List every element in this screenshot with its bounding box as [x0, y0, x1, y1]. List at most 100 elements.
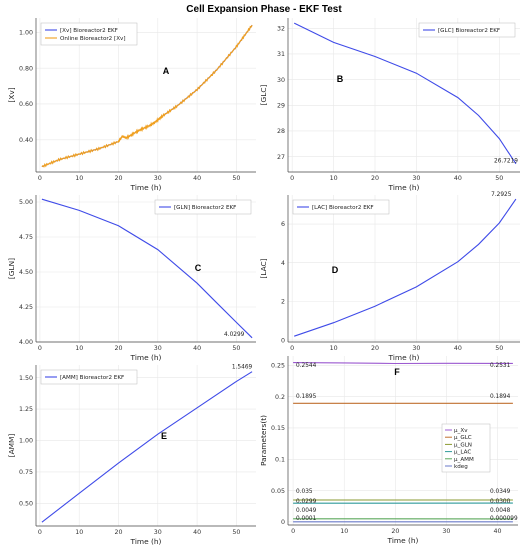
x-tick-label: 20 [114, 529, 122, 536]
x-tick-label: 0 [291, 528, 295, 535]
legend-entry: kdeg [454, 464, 468, 470]
panel-e: 0 10 20 30 40 50 0.50 0.75 1.00 1.25 1.50 Time (h) [… [7, 365, 256, 546]
x-tick-label: 50 [232, 345, 240, 352]
y-tick-label: 0 [281, 337, 285, 344]
y-tick-label: 0.15 [271, 425, 285, 432]
legend-entry: Online Bioreactor2 [Xv] [60, 36, 126, 42]
y-tick-label: 6 [281, 221, 285, 228]
y-tick-label: 0.80 [19, 65, 33, 72]
x-tick-label: 40 [494, 528, 502, 535]
x-tick-label: 30 [442, 528, 450, 535]
y-axis-label: [LAC] [259, 258, 268, 278]
y-tick-label: 4.00 [19, 339, 33, 346]
legend-entry: μ_GLC [454, 435, 472, 441]
y-tick-label: 4.25 [19, 304, 33, 311]
y-tick-label: 0 [281, 519, 285, 526]
x-tick-label: 20 [371, 175, 379, 182]
panel-label: C [195, 263, 202, 273]
legend-box [418, 22, 516, 38]
x-tick-label: 10 [340, 528, 348, 535]
x-tick-label: 50 [495, 345, 503, 352]
x-tick-label: 10 [75, 345, 83, 352]
x-axis-label: Time (h) [130, 183, 162, 192]
series-line [41, 198, 253, 339]
annotation-label: 0.2531 [490, 363, 511, 369]
y-tick-label: 0.25 [271, 363, 285, 370]
y-tick-label: 29 [277, 102, 285, 109]
x-tick-label: 20 [371, 345, 379, 352]
x-tick-label: 0 [290, 175, 294, 182]
y-axis-label: [Xv] [7, 87, 16, 102]
x-tick-label: 30 [154, 345, 162, 352]
x-tick-label: 20 [114, 175, 122, 182]
legend-entry: [GLC] Bioreactor2 EKF [438, 28, 500, 34]
y-tick-label: 1.50 [19, 375, 33, 382]
y-tick-label: 32 [277, 25, 285, 32]
y-tick-label: 27 [277, 154, 285, 161]
legend-box [40, 369, 138, 385]
x-tick-label: 20 [391, 528, 399, 535]
x-tick-label: 40 [454, 345, 462, 352]
y-axis-label: [GLN] [7, 258, 16, 279]
panel-label: D [332, 265, 339, 275]
x-axis-label: Time (h) [388, 183, 420, 192]
y-tick-label: 4 [281, 260, 285, 267]
annotation-label: 0.1894 [490, 394, 511, 400]
panel-b: 0 10 20 30 40 50 27 28 29 30 31 32 Time (h) [GLC] [GLC… [259, 18, 520, 192]
panel-a: 0 10 20 30 40 50 0.40 0.60 0.80 1.00 Time (h) [Xv] [… [7, 18, 256, 192]
annotation-label: 0.2544 [296, 363, 317, 369]
y-tick-label: 1.00 [19, 30, 33, 37]
x-axis-label: Time (h) [388, 353, 420, 362]
panel-c: 0 10 20 30 40 50 4.00 4.25 4.50 4.75 5.00 Time (h) [… [7, 195, 256, 362]
y-axis-label: [GLC] [259, 85, 268, 106]
legend-entry: μ_GLN [454, 442, 472, 448]
y-tick-label: 30 [277, 77, 285, 84]
panel-label: B [337, 74, 344, 84]
x-tick-label: 50 [232, 175, 240, 182]
y-tick-label: 1.25 [19, 406, 33, 413]
series-line [293, 22, 517, 165]
panel-label: F [394, 367, 400, 377]
x-tick-label: 0 [290, 345, 294, 352]
panel-f: 0 10 20 30 40 0 0.05 0.1 0.15 0.2 0.25 Time (h) Para… [259, 356, 518, 545]
series-line [293, 362, 513, 365]
y-tick-label: 31 [277, 51, 285, 58]
y-tick-label: 0.75 [19, 469, 33, 476]
x-tick-label: 10 [75, 529, 83, 536]
x-tick-label: 40 [193, 175, 201, 182]
series-line [294, 198, 517, 337]
y-tick-label: 4.50 [19, 269, 33, 276]
x-tick-label: 10 [75, 175, 83, 182]
panel-label: A [163, 66, 170, 76]
x-tick-label: 40 [193, 529, 201, 536]
x-tick-label: 10 [330, 345, 338, 352]
x-tick-label: 20 [114, 345, 122, 352]
legend-entry: μ_Xv [454, 428, 468, 434]
annotation-label: 7.2925 [491, 192, 512, 198]
x-tick-label: 10 [330, 175, 338, 182]
y-tick-label: 0.60 [19, 101, 33, 108]
y-axis-label: [AMM] [7, 434, 16, 458]
annotation-label: 1.5469 [232, 365, 253, 371]
x-tick-label: 40 [454, 175, 462, 182]
x-tick-label: 30 [154, 175, 162, 182]
annotation-label: 0.1895 [296, 394, 317, 400]
panel-label: E [161, 431, 167, 441]
y-tick-label: 28 [277, 128, 285, 135]
y-tick-label: 0.1 [275, 456, 285, 463]
y-tick-label: 2 [281, 299, 285, 306]
annotation-label: 4.0299 [224, 332, 245, 338]
y-axis-label: Parameters(t) [259, 415, 268, 466]
annotation-label: 0.035 [296, 489, 313, 495]
y-tick-label: 0.40 [19, 137, 33, 144]
x-axis-label: Time (h) [130, 353, 162, 362]
annotation-label: 0.0300 [490, 499, 511, 505]
x-tick-label: 0 [38, 175, 42, 182]
legend-box [441, 423, 491, 473]
series-line [41, 24, 253, 168]
x-tick-label: 40 [193, 345, 201, 352]
legend-entry: μ_AMM [454, 457, 474, 463]
x-tick-label: 0 [38, 529, 42, 536]
legend-entry: μ_LAC [454, 450, 471, 456]
